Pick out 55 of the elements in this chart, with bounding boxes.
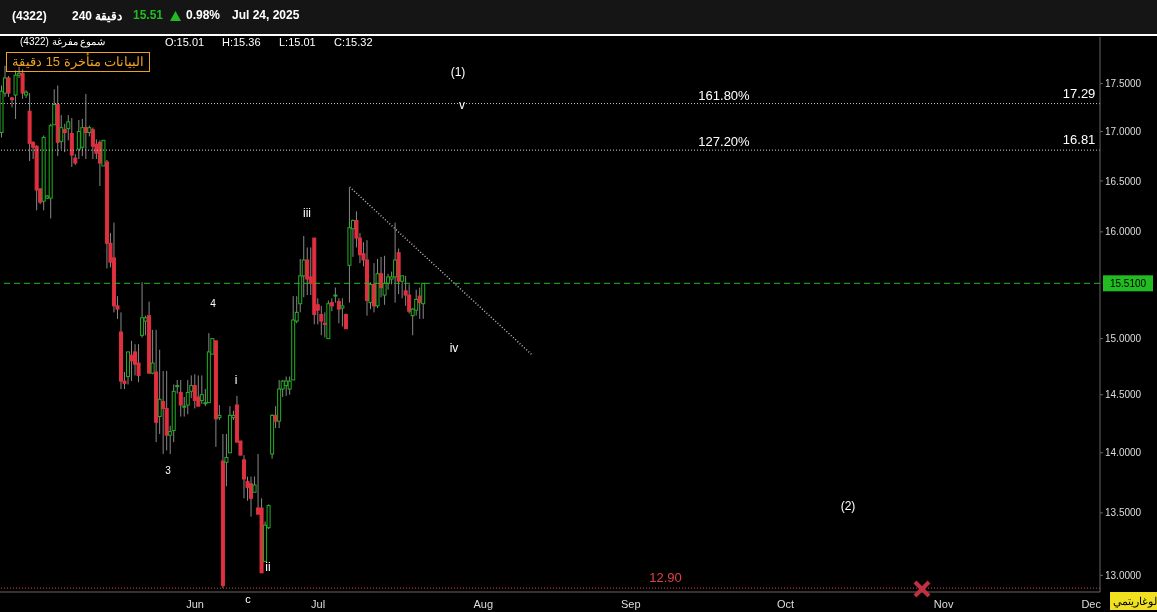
- text: 15.51: [133, 8, 164, 23]
- y-tick-label: 16.5000: [1105, 175, 1142, 187]
- x-tick-label: Oct: [776, 597, 795, 610]
- annotation: (1): [450, 65, 466, 80]
- x-tick-label: Aug: [473, 597, 494, 610]
- annotation: H:15.36: [222, 36, 261, 49]
- y-tick-label: 15.0000: [1105, 333, 1142, 345]
- ref-line-label: 17.29: [1062, 85, 1096, 101]
- annotation: ii: [265, 560, 271, 575]
- chart-title: (4322): [12, 9, 47, 23]
- annotation: 3: [165, 464, 171, 476]
- annotation: (2): [840, 499, 856, 514]
- text: 0.98%: [186, 8, 221, 23]
- annotation: 127.20%: [698, 133, 750, 150]
- annotation: O:15.01: [165, 36, 205, 49]
- y-tick-label: 13.5000: [1105, 507, 1142, 519]
- annotation: i: [234, 373, 238, 388]
- candlestick: [59, 114, 64, 150]
- x-tick-label: Jul: [311, 597, 326, 610]
- annotation: iii: [303, 206, 311, 221]
- y-tick-label: 16.0000: [1105, 226, 1142, 238]
- candlestick: [143, 315, 148, 336]
- text: c: [245, 592, 251, 606]
- candlestick: [273, 405, 278, 429]
- candlestick: [136, 343, 141, 383]
- annotation: شموع مفرغة (4322): [20, 36, 106, 47]
- y-tick-label: 13.0000: [1105, 569, 1142, 581]
- annotation: 161.80%: [698, 87, 750, 104]
- annotation: v: [459, 98, 465, 113]
- candlestick: [185, 379, 190, 415]
- candlestick: [13, 69, 18, 120]
- candlestick: [414, 289, 419, 317]
- x-tick-label: Nov: [933, 597, 954, 610]
- candlestick: [6, 75, 11, 98]
- chart-subtitle: 240 دقيقة: [72, 9, 123, 23]
- y-tick-label: 14.0000: [1105, 447, 1142, 459]
- y-tick-label: 14.5000: [1105, 389, 1142, 401]
- candlestick: [196, 374, 201, 407]
- x-tick-label: Dec: [1081, 597, 1102, 610]
- annotation: C:15.32: [334, 36, 373, 49]
- x-tick-label: Sep: [621, 597, 641, 610]
- annotation: L:15.01: [279, 36, 316, 49]
- annotation: البيانات متأخرة 15 دقيقة: [6, 52, 151, 73]
- ref-line-label: 15.5100: [1109, 278, 1147, 290]
- text: لوغاريتمي: [1110, 592, 1157, 611]
- text: Jul 24, 2025: [232, 8, 300, 23]
- candlestick: [129, 340, 134, 382]
- annotation: 4: [210, 297, 216, 309]
- candlestick: [192, 373, 197, 409]
- ref-line-label: 12.90: [649, 570, 682, 586]
- y-tick-label: 17.5000: [1105, 78, 1142, 90]
- ref-line-label: 16.81: [1062, 132, 1096, 148]
- y-tick-label: 17.0000: [1105, 126, 1142, 138]
- annotation: iv: [449, 341, 459, 356]
- x-tick-label: Jun: [186, 597, 204, 610]
